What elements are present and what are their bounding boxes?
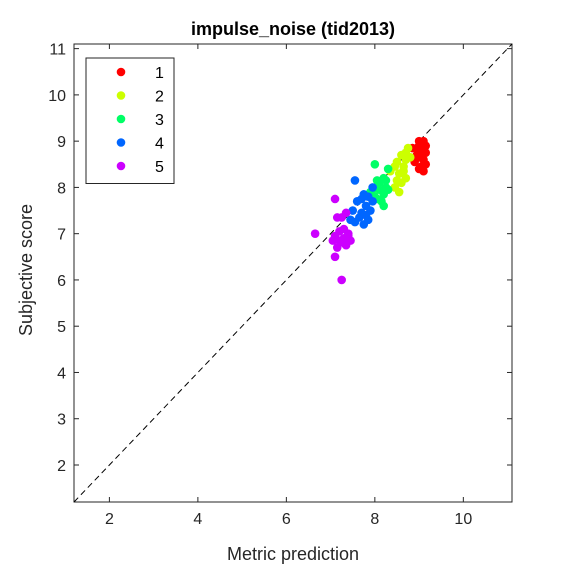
y-tick-label: 4 bbox=[57, 365, 66, 382]
data-point-series-5 bbox=[339, 238, 349, 248]
data-point-series-4 bbox=[346, 215, 355, 225]
data-point-series-4 bbox=[361, 210, 371, 220]
legend-label-2: 2 bbox=[155, 89, 164, 106]
y-tick-label: 8 bbox=[57, 180, 66, 197]
data-point-series-3 bbox=[383, 185, 393, 195]
reference-line bbox=[73, 43, 513, 503]
data-point-series-3 bbox=[379, 201, 388, 211]
data-point-series-5 bbox=[332, 243, 342, 252]
x-tick-label: 2 bbox=[105, 511, 114, 528]
y-tick-label: 3 bbox=[57, 412, 66, 429]
data-point-series-4 bbox=[368, 196, 377, 206]
data-point-series-3 bbox=[370, 159, 380, 169]
legend-marker-1 bbox=[116, 67, 126, 77]
data-point-series-1 bbox=[419, 166, 428, 176]
data-point-series-5 bbox=[332, 213, 342, 222]
legend-marker-3 bbox=[116, 114, 126, 124]
legend-marker-4 bbox=[116, 138, 126, 147]
legend-label-3: 3 bbox=[155, 112, 164, 129]
data-point-series-4 bbox=[350, 176, 360, 185]
y-tick-label: 10 bbox=[48, 88, 66, 105]
chart-title: impulse_noise (tid2013) bbox=[191, 19, 395, 39]
plot-frame bbox=[73, 43, 513, 503]
data-point-series-3 bbox=[383, 164, 393, 174]
data-point-series-3 bbox=[374, 178, 384, 188]
y-axis-label: Subjective score bbox=[16, 204, 36, 336]
y-tick-label: 7 bbox=[57, 227, 66, 244]
y-tick-label: 2 bbox=[57, 458, 66, 475]
data-point-series-4 bbox=[368, 183, 377, 192]
legend-marker-2 bbox=[116, 91, 126, 100]
data-point-series-5 bbox=[328, 236, 338, 245]
data-point-series-1 bbox=[419, 146, 428, 155]
data-point-series-4 bbox=[357, 194, 366, 204]
data-point-series-5 bbox=[344, 231, 353, 241]
x-tick-label: 10 bbox=[454, 511, 472, 528]
data-point-series-2 bbox=[401, 148, 411, 158]
y-tick-label: 6 bbox=[57, 273, 66, 290]
data-point-series-5 bbox=[330, 252, 340, 262]
legend-label-5: 5 bbox=[155, 159, 164, 176]
y-tick-label: 9 bbox=[57, 134, 66, 151]
x-axis-label: Metric prediction bbox=[227, 544, 359, 564]
data-point-series-5 bbox=[337, 275, 346, 285]
y-tick-label: 5 bbox=[57, 319, 66, 336]
data-point-series-4 bbox=[348, 206, 358, 215]
data-point-series-4 bbox=[359, 220, 369, 229]
legend-marker-5 bbox=[116, 161, 126, 171]
data-point-series-2 bbox=[392, 176, 402, 185]
x-tick-label: 8 bbox=[370, 511, 379, 528]
legend-label-1: 1 bbox=[155, 65, 164, 82]
data-point-series-2 bbox=[394, 187, 404, 197]
x-tick-label: 4 bbox=[193, 511, 202, 528]
data-point-series-5 bbox=[330, 194, 340, 204]
legend-box bbox=[85, 57, 175, 184]
data-point-series-2 bbox=[399, 166, 408, 176]
x-tick-label: 6 bbox=[282, 511, 291, 528]
y-tick-label: 11 bbox=[49, 42, 66, 59]
data-point-series-3 bbox=[381, 176, 391, 185]
legend-label-4: 4 bbox=[155, 136, 164, 153]
data-point-series-5 bbox=[310, 229, 320, 238]
